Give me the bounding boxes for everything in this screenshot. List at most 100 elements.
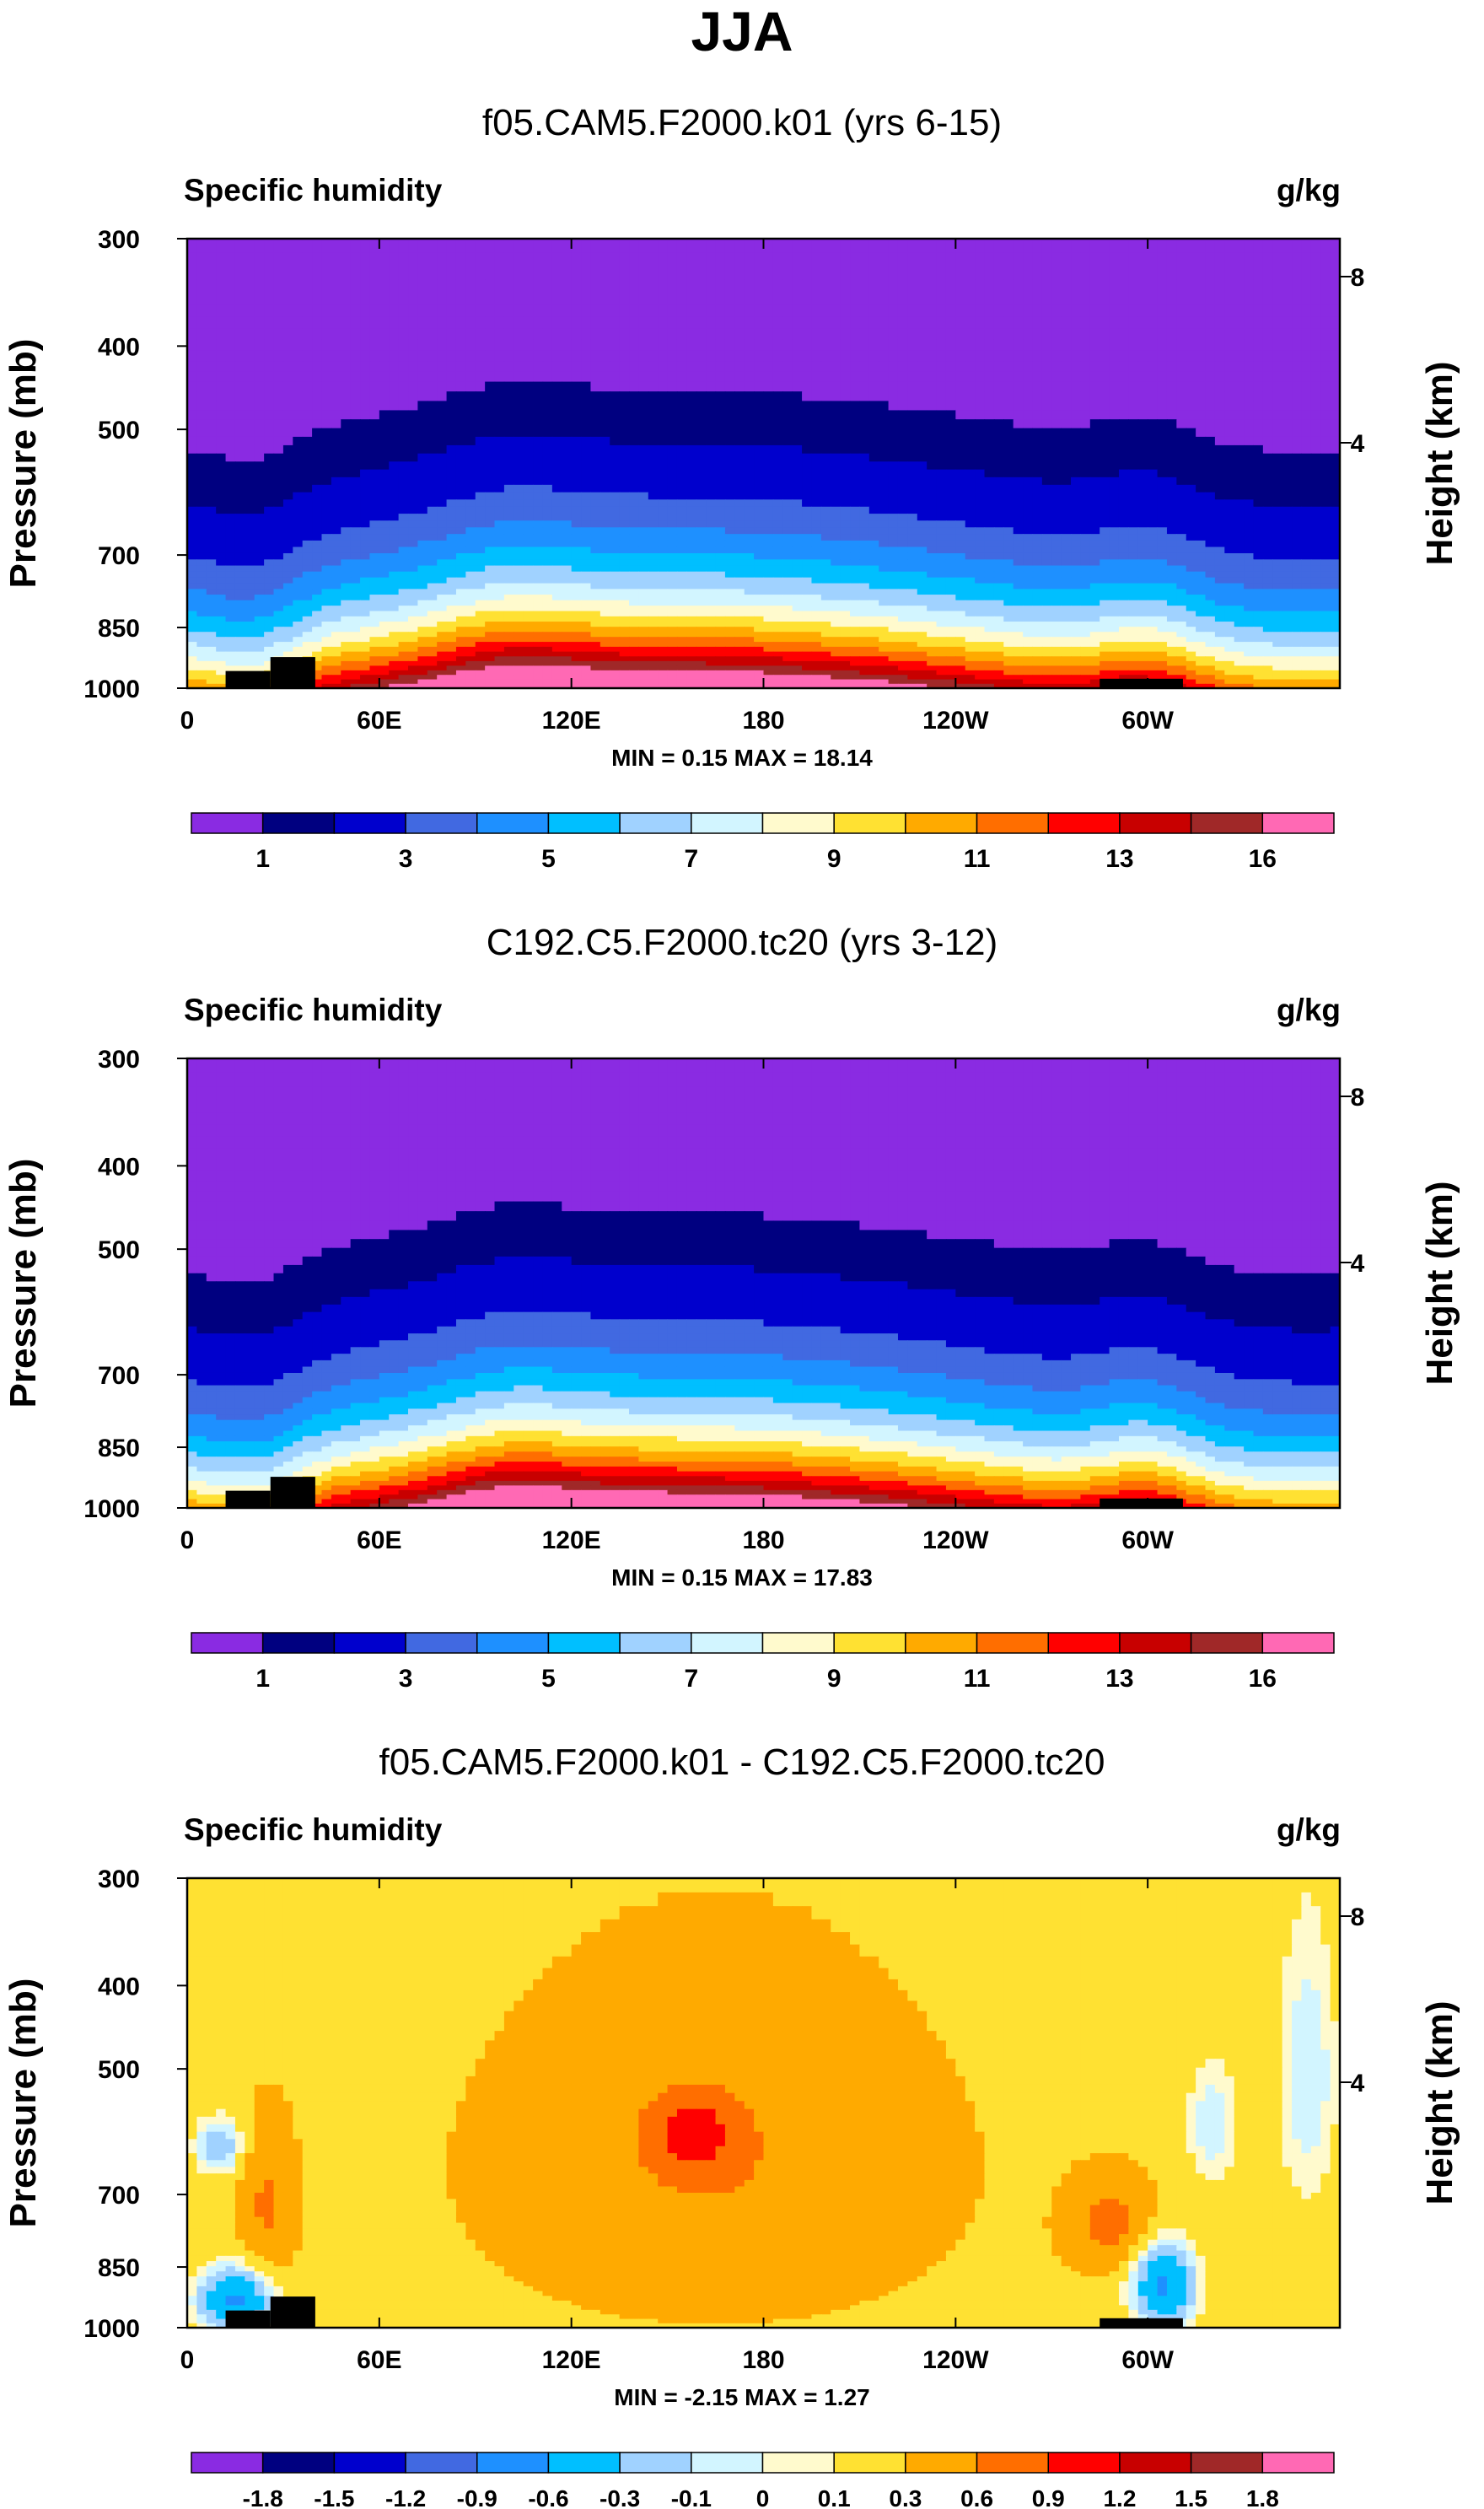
heatmap-cell: [1128, 571, 1139, 579]
heatmap-cell: [581, 527, 592, 535]
heatmap-cell: [1330, 419, 1341, 429]
heatmap-cell: [772, 552, 783, 560]
heatmap-cell: [936, 520, 947, 528]
heatmap-cell: [1013, 546, 1024, 554]
heatmap-cell: [1148, 444, 1159, 455]
heatmap-cell: [1128, 520, 1139, 528]
heatmap-cell: [417, 506, 428, 514]
heatmap-cell: [1244, 361, 1255, 373]
heatmap-cell: [1253, 339, 1264, 352]
heatmap-cell: [917, 239, 928, 254]
heatmap-cell: [245, 293, 255, 306]
heatmap-cell: [234, 293, 245, 306]
heatmap-cell: [485, 552, 496, 560]
heatmap-cell: [676, 595, 687, 601]
heatmap-cell: [1205, 239, 1216, 254]
heatmap-cell: [1128, 444, 1139, 455]
heatmap-cell: [225, 293, 236, 306]
heatmap-cell: [1301, 410, 1312, 420]
heatmap-cell: [503, 428, 514, 438]
heatmap-cell: [610, 520, 621, 528]
heatmap-cell: [820, 444, 831, 455]
heatmap-cell: [427, 391, 438, 402]
heatmap-cell: [792, 371, 803, 383]
heatmap-cell: [562, 571, 573, 579]
heatmap-cell: [907, 328, 918, 341]
heatmap-cell: [417, 371, 428, 383]
heatmap-cell: [571, 350, 582, 363]
heatmap-cell: [1118, 506, 1129, 514]
heatmap-cell: [696, 565, 707, 573]
heatmap-cell: [696, 339, 707, 352]
heatmap-cell: [715, 540, 726, 548]
heatmap-cell: [216, 577, 227, 584]
heatmap-cell: [1023, 484, 1034, 493]
heatmap-cell: [234, 328, 245, 341]
heatmap-cell: [1089, 492, 1100, 500]
heatmap-cell: [331, 492, 341, 500]
heatmap-cell: [427, 520, 438, 528]
heatmap-cell: [1128, 499, 1139, 508]
heatmap-cell: [1041, 589, 1052, 595]
heatmap-cell: [389, 499, 400, 508]
heatmap-cell: [590, 595, 601, 601]
heatmap-cell: [907, 436, 918, 446]
heatmap-cell: [1137, 461, 1148, 471]
heatmap-cell: [945, 565, 956, 573]
heatmap-cell: [427, 540, 438, 548]
heatmap-cell: [879, 391, 890, 402]
heatmap-cell: [494, 371, 505, 383]
heatmap-cell: [1282, 328, 1293, 341]
heatmap-cell: [975, 527, 986, 535]
heatmap-cell: [331, 304, 341, 318]
heatmap-cell: [965, 436, 976, 446]
heatmap-cell: [724, 339, 735, 352]
heatmap-cell: [1023, 589, 1034, 595]
heatmap-cell: [965, 428, 976, 438]
heatmap-cell: [1157, 484, 1168, 493]
heatmap-cell: [879, 499, 890, 508]
heatmap-cell: [1320, 492, 1331, 500]
heatmap-cell: [571, 527, 582, 535]
heatmap-cell: [1262, 520, 1273, 528]
heatmap-cell: [1080, 469, 1091, 478]
heatmap-cell: [868, 559, 879, 567]
heatmap-cell: [1310, 328, 1321, 341]
heatmap-cell: [503, 419, 514, 429]
heatmap-cell: [1234, 304, 1245, 318]
heatmap-cell: [1148, 293, 1159, 306]
heatmap-cell: [715, 304, 726, 318]
heatmap-cell: [562, 391, 573, 402]
heatmap-cell: [820, 339, 831, 352]
heatmap-cell: [868, 583, 879, 590]
heatmap-cell: [917, 571, 928, 579]
heatmap-cell: [417, 361, 428, 373]
heatmap-cell: [1292, 514, 1303, 521]
heatmap-cell: [782, 316, 793, 330]
heatmap-cell: [754, 506, 765, 514]
heatmap-cell: [724, 571, 735, 579]
heatmap-cell: [446, 534, 457, 541]
heatmap-cell: [360, 552, 371, 560]
heatmap-cell: [1166, 350, 1177, 363]
heatmap-cell: [706, 461, 717, 471]
heatmap-cell: [1320, 361, 1331, 373]
heatmap-cell: [485, 419, 496, 429]
heatmap-cell: [187, 381, 197, 392]
heatmap-cell: [494, 239, 505, 254]
heatmap-cell: [264, 453, 275, 462]
heatmap-cell: [1262, 371, 1273, 383]
heatmap-cell: [1032, 444, 1043, 455]
heatmap-cell: [802, 428, 813, 438]
heatmap-cell: [389, 506, 400, 514]
heatmap-cell: [763, 453, 774, 462]
heatmap-cell: [619, 565, 630, 573]
heatmap-cell: [475, 534, 486, 541]
heatmap-cell: [475, 339, 486, 352]
heatmap-cell: [581, 583, 592, 590]
heatmap-cell: [389, 361, 400, 373]
heatmap-cell: [341, 401, 352, 412]
heatmap-cell: [1071, 381, 1082, 392]
heatmap-cell: [610, 279, 621, 293]
heatmap-cell: [494, 461, 505, 471]
